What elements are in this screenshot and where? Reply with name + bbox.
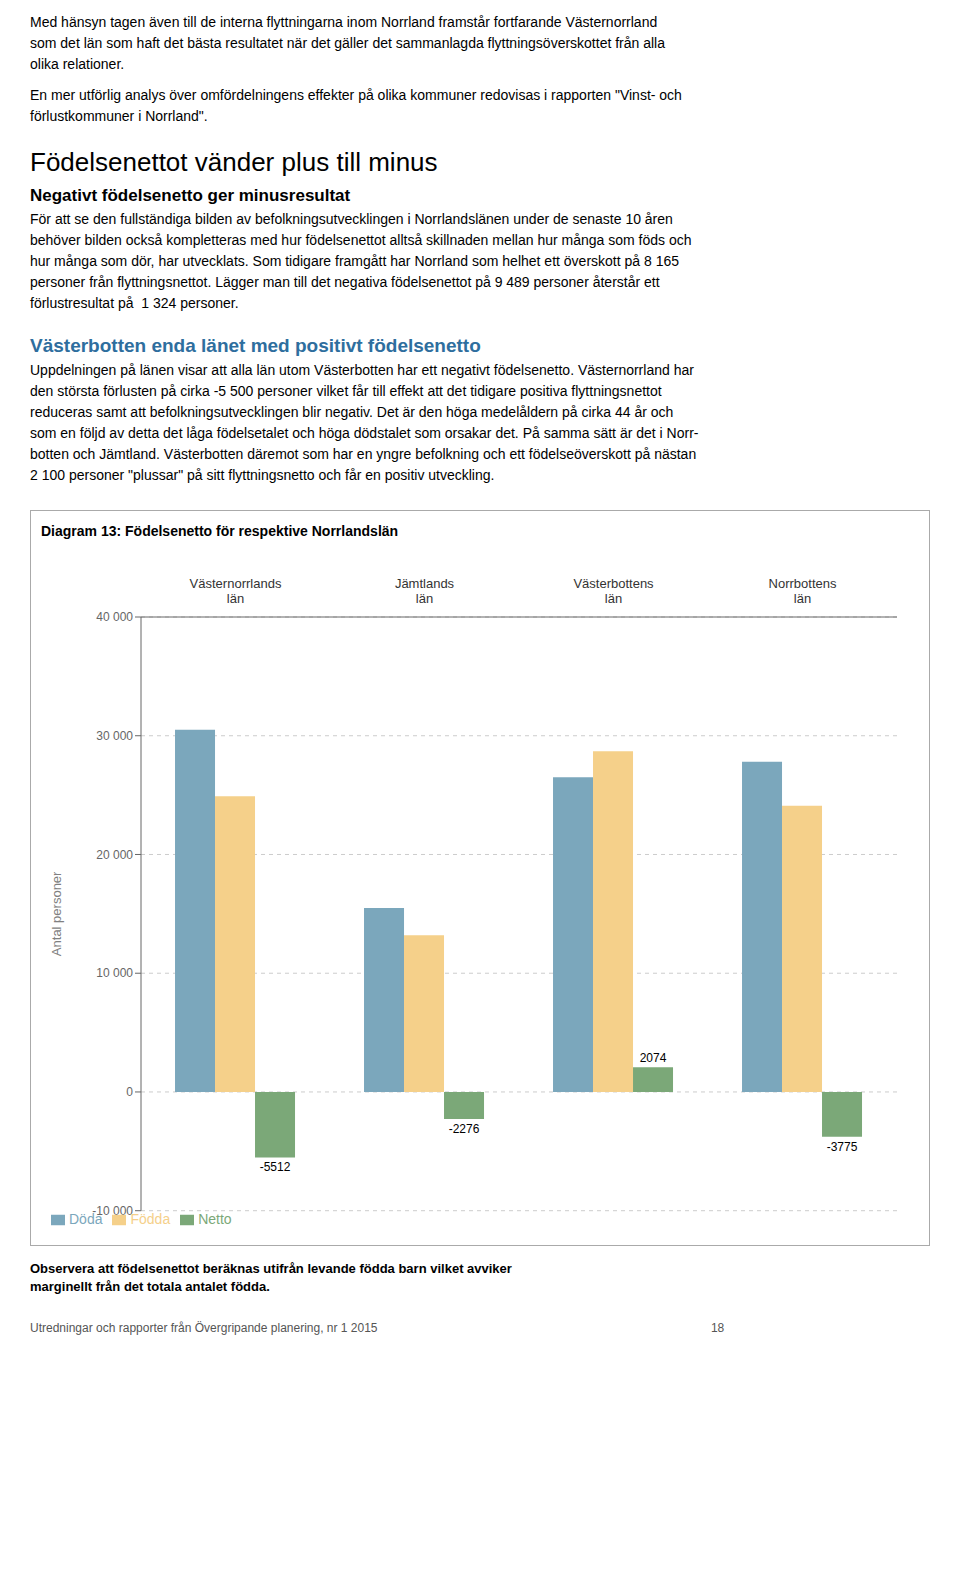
html-text:Utredningar och rapporter från: Utredningar och rapporter från Övergripa…: [30, 1321, 725, 1335]
svg-text:Västerbottenslän: Västerbottenslän: [573, 576, 654, 606]
html-text:förlustkommuner i Norrland".: förlustkommuner i Norrland".: [30, 108, 208, 124]
html-text:Observera att födelsenettot be: Observera att födelsenettot beräknas uti…: [30, 1261, 512, 1294]
html-text:hur många som dör, har utveckl: hur många som dör, har utvecklats. Som t…: [30, 253, 679, 269]
svg-text:-10 000: -10 000: [92, 1204, 133, 1218]
svg-text:-5512: -5512: [260, 1160, 291, 1174]
html-text:Negativt födelsenetto ger minu: Negativt födelsenetto ger minusresultat: [30, 186, 351, 205]
svg-text:Jämtlandslän: Jämtlandslän: [395, 576, 455, 606]
html-text:Med hänsyn tagen även till de: Med hänsyn tagen även till de interna fl…: [30, 14, 658, 30]
svg-text:0: 0: [126, 1085, 133, 1099]
html-text:den största förlusten på cirka: den största förlusten på cirka -5 500 pe…: [30, 383, 662, 399]
html-text:Döda: Döda: [69, 1210, 103, 1227]
html-text:Uppdelningen på länen visar at: Uppdelningen på länen visar att alla län…: [30, 362, 694, 378]
html-text:Födelsenettot vänder plus till: Födelsenettot vänder plus till minus: [30, 147, 438, 177]
html-text:reduceras samt att befolknings: reduceras samt att befolkningsutveckling…: [30, 404, 674, 420]
html-text:botten och Jämtland. Västerbot: botten och Jämtland. Västerbotten däremo…: [30, 446, 697, 462]
svg-text:-2276: -2276: [449, 1122, 480, 1136]
html-text:olika relationer.: olika relationer.: [30, 56, 125, 72]
html-text:Diagram 13: Födelsenetto för r: Diagram 13: Födelsenetto för respektive …: [41, 523, 399, 539]
svg-text:Västernorrlandslän: Västernorrlandslän: [190, 576, 282, 606]
html-text:Födda: Födda: [130, 1210, 171, 1227]
svg-text:10 000: 10 000: [96, 966, 133, 980]
html-text:förlustresultat på 1 324 perso: förlustresultat på 1 324 personer.: [30, 295, 239, 311]
html-text:För att se den fullständiga bi: För att se den fullständiga bilden av be…: [30, 211, 673, 227]
svg-text:-3775: -3775: [827, 1140, 858, 1154]
html-text:behöver bilden också komplette: behöver bilden också kompletteras med hu…: [30, 232, 692, 248]
html-text:Västerbotten enda länet med po: Västerbotten enda länet med positivt föd…: [30, 335, 481, 356]
svg-text:30 000: 30 000: [96, 729, 133, 743]
html-text:2 100 personer "plussar" på si: 2 100 personer "plussar" på sitt flyttni…: [30, 467, 495, 483]
html-text:som det län som haft det bästa: som det län som haft det bästa resultate…: [30, 35, 665, 51]
svg-text:2074: 2074: [640, 1051, 667, 1065]
svg-text:Norrbottenslän: Norrbottenslän: [769, 576, 837, 606]
svg-text:40 000: 40 000: [96, 610, 133, 624]
html-text:Netto: Netto: [198, 1210, 232, 1227]
html-text:som en följd av detta det låga: som en följd av detta det låga födelseta…: [30, 425, 699, 441]
html-text:personer från flyttningsnettot: personer från flyttningsnettot. Lägger m…: [30, 274, 660, 290]
html-text:En mer utförlig analys över om: En mer utförlig analys över omfördelning…: [30, 87, 682, 103]
svg-text:Antal personer: Antal personer: [49, 871, 64, 956]
svg-text:20 000: 20 000: [96, 848, 133, 862]
